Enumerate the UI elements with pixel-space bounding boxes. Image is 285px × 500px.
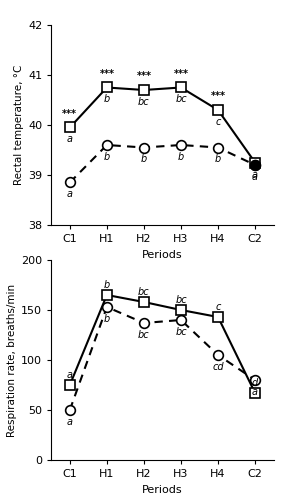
Text: b: b [141,154,147,164]
Text: c: c [215,302,221,312]
Text: b: b [104,314,110,324]
Text: a: a [252,387,258,397]
Text: ***: *** [211,92,225,102]
X-axis label: Periods: Periods [142,250,183,260]
Y-axis label: Respiration rate, breaths/min: Respiration rate, breaths/min [7,284,17,436]
Text: b: b [104,280,110,290]
Text: b: b [104,94,110,104]
Text: b: b [215,154,221,164]
Text: c: c [215,117,221,127]
Text: bc: bc [175,295,187,305]
Text: ***: *** [62,109,77,119]
Text: bc: bc [138,287,150,297]
Text: a: a [67,190,73,200]
Text: a: a [67,370,73,380]
Text: a: a [252,170,258,179]
Text: d: d [252,378,258,388]
Text: a: a [67,417,73,427]
Text: b: b [104,152,110,162]
Y-axis label: Rectal temperature, °C: Rectal temperature, °C [14,65,24,185]
Text: a: a [67,134,73,144]
Text: bc: bc [138,330,150,340]
Text: ***: *** [99,69,114,79]
Text: bc: bc [175,327,187,337]
Text: cd: cd [212,362,224,372]
Text: bc: bc [175,94,187,104]
Text: ***: *** [137,72,151,82]
Text: bc: bc [138,97,150,107]
X-axis label: Periods: Periods [142,484,183,494]
Text: a: a [252,172,258,182]
Text: ***: *** [174,69,188,79]
Text: b: b [178,152,184,162]
